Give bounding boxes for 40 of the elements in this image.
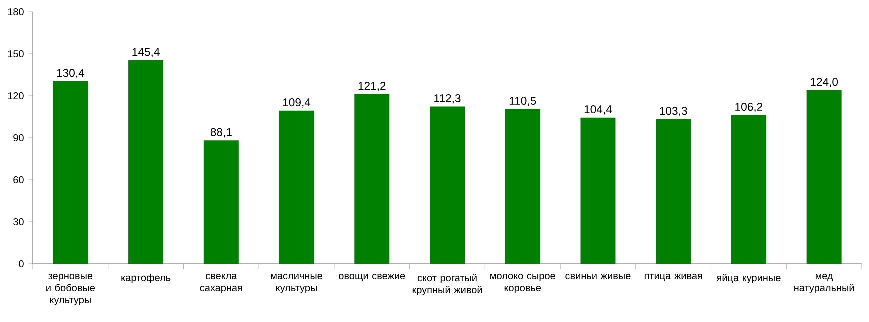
bar bbox=[354, 94, 390, 264]
data-label: 130,4 bbox=[57, 69, 85, 78]
bar bbox=[806, 90, 842, 264]
data-label: 106,2 bbox=[736, 103, 763, 112]
data-label: 103,3 bbox=[660, 107, 688, 116]
bar bbox=[279, 110, 314, 264]
x-tick-label: зерновые и бобовые культуры bbox=[46, 274, 96, 306]
x-tick-label: овощи свежие bbox=[339, 274, 406, 282]
bar bbox=[580, 118, 616, 264]
data-label: 145,4 bbox=[132, 48, 160, 58]
y-tick-label: 60 bbox=[14, 176, 24, 184]
y-tick-label: 120 bbox=[8, 92, 24, 100]
data-label: 104,4 bbox=[584, 106, 612, 115]
x-tick-label: скот рогатый крупный живой bbox=[412, 274, 482, 296]
bar bbox=[53, 81, 88, 264]
x-tick-label: яйца куриные bbox=[716, 274, 781, 284]
bar bbox=[505, 109, 540, 264]
bar bbox=[430, 106, 465, 264]
x-tick-label: мед натуральный bbox=[794, 274, 854, 294]
y-tick-label: 90 bbox=[14, 134, 24, 142]
y-tick-label: 30 bbox=[14, 218, 24, 226]
x-tick-label: картофель bbox=[122, 274, 171, 284]
y-tick-label: 0 bbox=[19, 260, 24, 268]
bar bbox=[128, 60, 164, 264]
x-tick-label: птица живая bbox=[644, 274, 702, 282]
y-tick-label: 180 bbox=[8, 8, 24, 16]
data-label: 124,0 bbox=[810, 78, 838, 88]
bar bbox=[731, 115, 766, 264]
x-tick-label: масличные культуры bbox=[271, 274, 323, 294]
data-label: 109,4 bbox=[283, 98, 311, 108]
data-label: 112,3 bbox=[434, 94, 461, 104]
data-label: 121,2 bbox=[358, 82, 386, 92]
y-tick-label: 150 bbox=[8, 50, 24, 58]
x-tick-label: молоко сырое коровье bbox=[490, 274, 556, 294]
data-label: 110,5 bbox=[510, 97, 536, 106]
data-label: 88,1 bbox=[210, 128, 232, 138]
bar bbox=[656, 119, 692, 264]
x-tick-label: свиньи живые bbox=[566, 274, 631, 280]
bar bbox=[204, 140, 239, 264]
x-tick-label: свекла сахарная bbox=[200, 274, 242, 294]
